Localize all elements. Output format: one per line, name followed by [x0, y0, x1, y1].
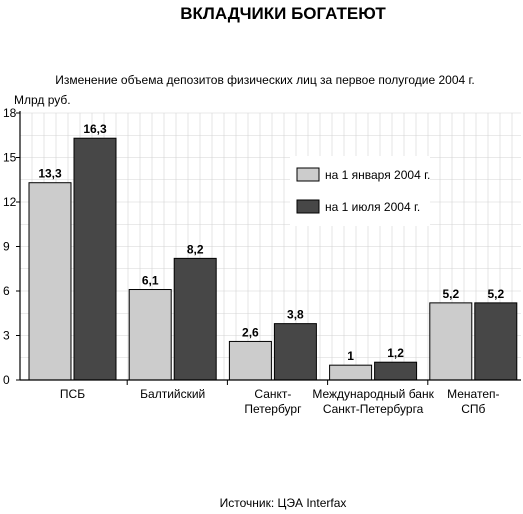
chart-title: ВКЛАДЧИКИ БОГАТЕЮТ — [180, 4, 386, 23]
category-label: Международный банк Санкт-Петербурга — [312, 387, 434, 416]
category-label: ПСБ — [60, 387, 85, 401]
data-label-jul: 3,8 — [287, 308, 304, 322]
category-label: Санкт-Петербург — [244, 387, 302, 416]
data-label-jan: 2,6 — [242, 325, 259, 339]
data-label-jul: 8,2 — [187, 242, 204, 256]
bar-jul — [273, 323, 317, 381]
bar-jan — [429, 302, 473, 381]
data-label-jan: 6,1 — [142, 274, 159, 288]
bar-jul — [474, 302, 518, 381]
legend: на 1 января 2004 г. на 1 июля 2004 г. — [290, 156, 430, 226]
legend-background — [290, 156, 430, 226]
data-label-jul: 5,2 — [487, 287, 504, 301]
category-label: Менатеп-СПб — [447, 387, 499, 416]
chart-subtitle: Изменение объема депозитов физических ли… — [55, 73, 475, 87]
bar-jul — [173, 257, 217, 381]
y-tick-label: 6 — [3, 284, 10, 298]
bar-jan — [329, 364, 373, 381]
source-note: Источник: ЦЭА Interfax — [220, 496, 347, 510]
y-tick-label: 0 — [3, 373, 10, 387]
axes — [16, 111, 521, 385]
bars — [28, 137, 518, 381]
y-tick-label: 3 — [3, 329, 10, 343]
legend-swatch-jan — [296, 167, 320, 182]
y-axis-unit-label: Млрд руб. — [14, 93, 71, 107]
bar-jan — [28, 182, 72, 381]
data-label-jul: 16,3 — [83, 122, 107, 136]
y-tick-label: 9 — [3, 240, 10, 254]
category-label: Балтийский — [140, 387, 205, 401]
data-label-jan: 13,3 — [38, 167, 62, 181]
data-labels: 13,3 6,1 2,6 1 5,2 16,3 8,2 3,8 1,2 5,2 — [38, 122, 504, 363]
data-label-jan: 5,2 — [442, 287, 459, 301]
data-label-jan: 1 — [347, 349, 354, 363]
legend-swatch-jul — [296, 199, 320, 214]
y-tick-label: 18 — [3, 106, 17, 120]
category-labels: ПСБ Балтийский Санкт-Петербург Международны… — [60, 387, 500, 416]
legend-label-jul: на 1 июля 2004 г. — [325, 200, 420, 214]
y-tick-labels: 0 3 6 9 12 15 18 — [3, 106, 17, 387]
data-label-jul: 1,2 — [387, 346, 404, 360]
bar-jan — [228, 340, 272, 381]
bar-jan — [128, 289, 172, 381]
y-tick-label: 15 — [3, 151, 17, 165]
bar-jul — [374, 361, 418, 381]
bar-jul — [73, 137, 117, 381]
y-tick-label: 12 — [3, 195, 17, 209]
legend-label-jan: на 1 января 2004 г. — [325, 168, 430, 182]
